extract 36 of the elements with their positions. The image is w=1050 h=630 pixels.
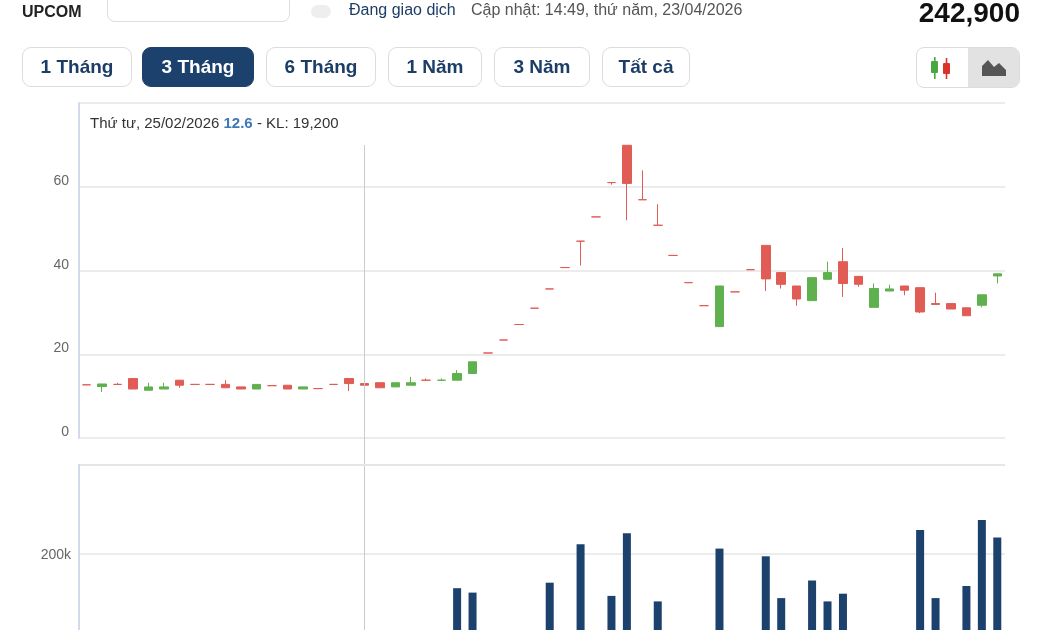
text: 1 Năm [388, 47, 482, 87]
bar [962, 586, 971, 630]
y-tick-label: 20 [53, 339, 70, 356]
bar [838, 593, 847, 630]
text: Tất cả [602, 47, 690, 87]
annotation: Thứ tư, 25/02/2026 [90, 114, 220, 131]
bar [453, 588, 462, 630]
y-tick-label: 60 [53, 171, 70, 188]
text: 6 Tháng [266, 47, 376, 87]
annotation: 12.6 [222, 114, 253, 131]
bar [607, 595, 616, 630]
y-tick-label: 0 [61, 423, 70, 439]
annotation: - KL: 19,200 [255, 114, 339, 131]
bar [777, 598, 786, 630]
ref-line-label: 200k [40, 546, 72, 563]
bar [823, 601, 832, 630]
bar [468, 592, 477, 630]
bar [576, 544, 585, 630]
text: Đang giao dịch [349, 1, 456, 19]
text: 3 Năm [494, 47, 590, 87]
text: 1 Tháng [22, 47, 132, 87]
text: 242,900 [918, 0, 1020, 29]
bar [931, 598, 940, 630]
bar [545, 582, 554, 630]
bar [622, 533, 631, 630]
bar [808, 580, 817, 630]
bar [715, 548, 724, 630]
bar [993, 537, 1002, 630]
y-tick-label: 40 [53, 255, 70, 272]
bar [916, 529, 925, 630]
text: Cập nhật: 14:49, thứ năm, 23/04/2026 [471, 1, 743, 19]
bar [761, 556, 770, 630]
text: 3 Tháng [142, 47, 254, 87]
bar [977, 520, 986, 630]
bar [653, 601, 662, 630]
text: UPCOM [22, 3, 82, 21]
